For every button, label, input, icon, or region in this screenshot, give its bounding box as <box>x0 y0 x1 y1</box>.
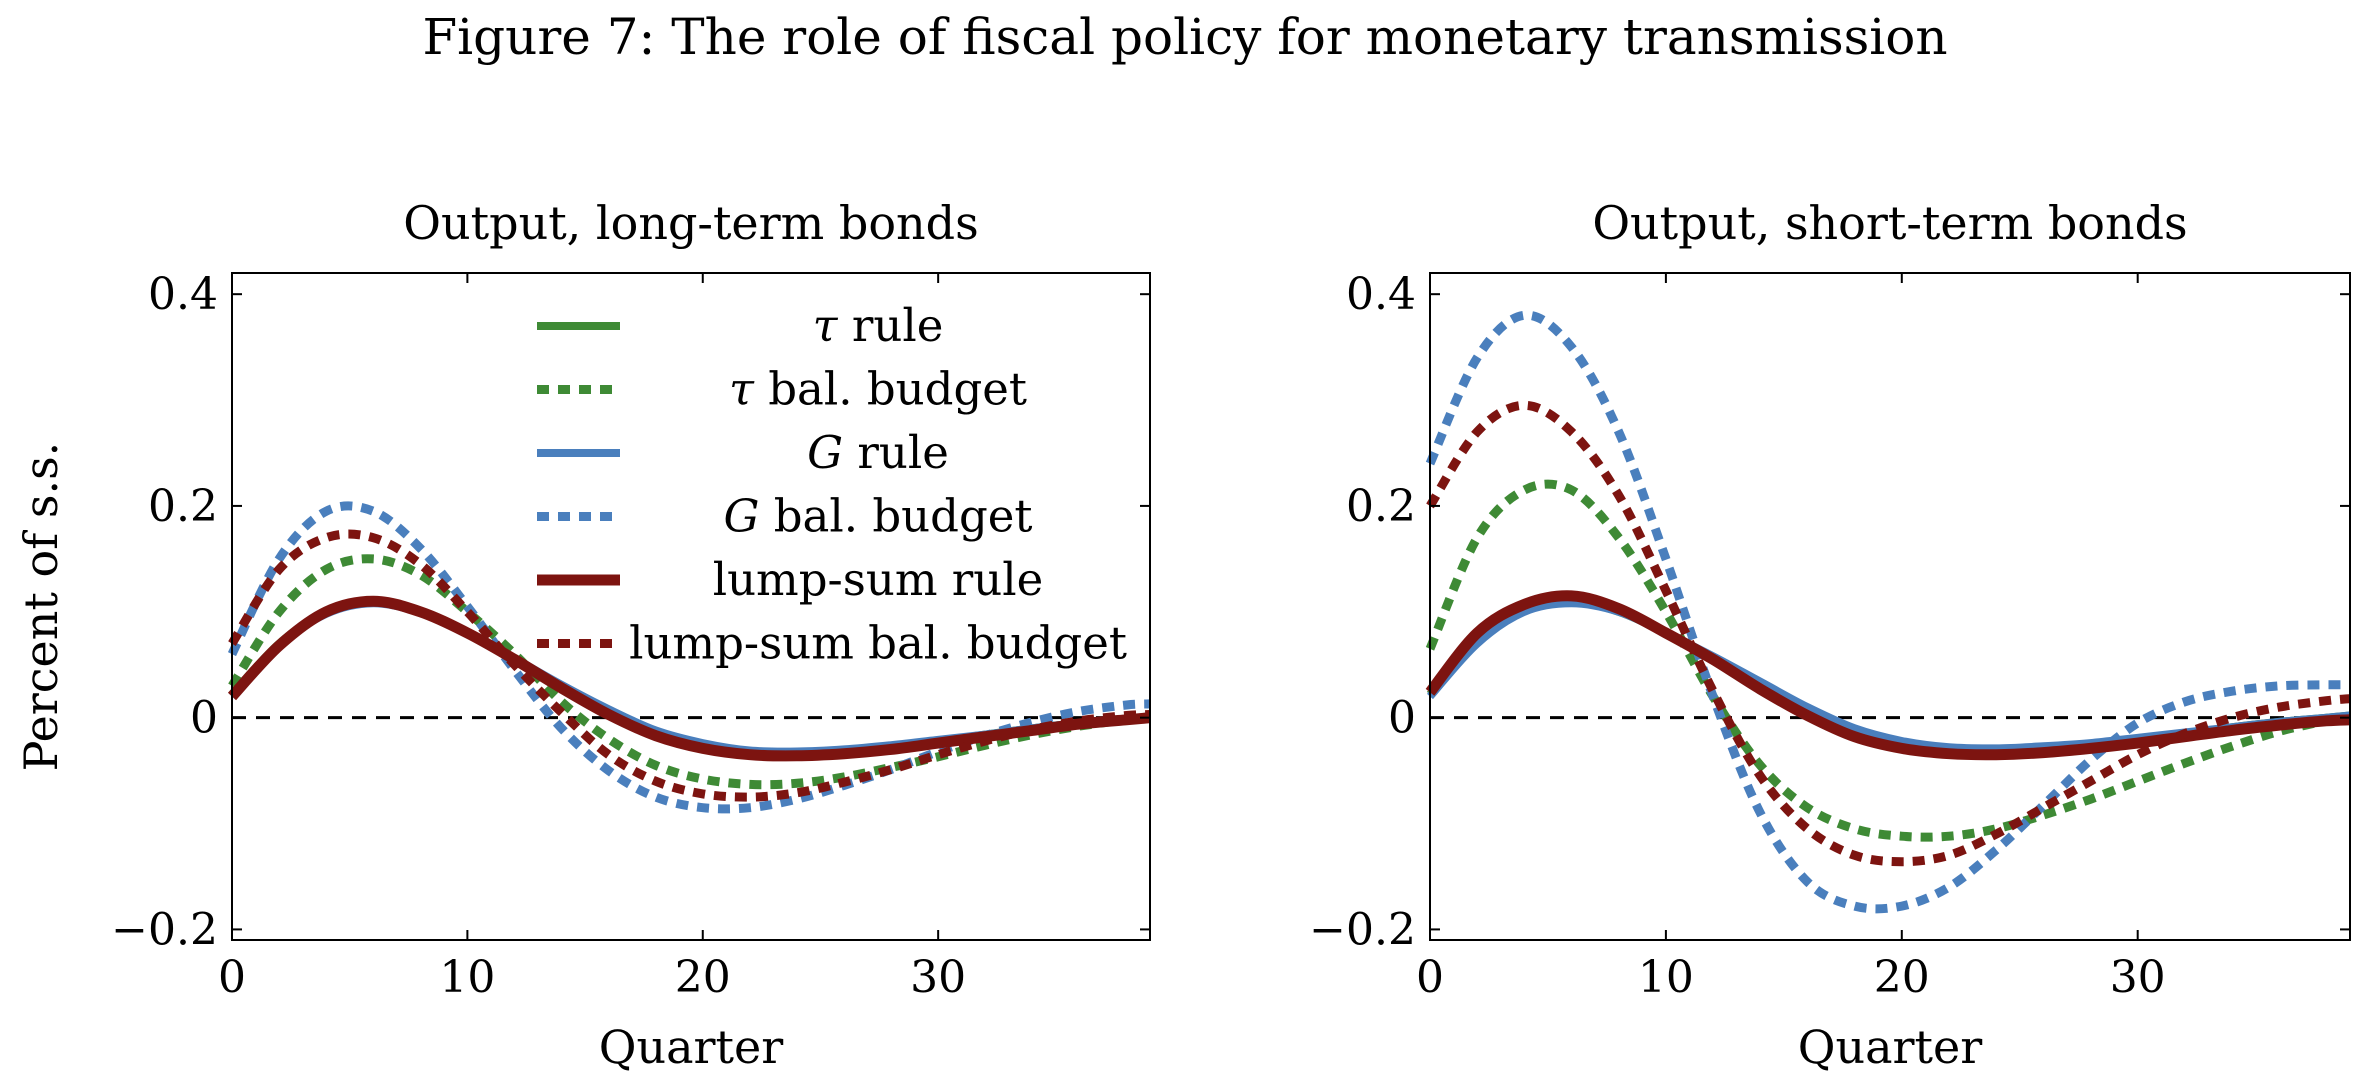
series-line-6 <box>1426 400 2351 867</box>
y-tick-label: −0.2 <box>1309 904 1416 955</box>
series-line-5 <box>1425 590 2351 761</box>
x-tick-label: 0 <box>1416 952 1444 1003</box>
x-tick-label: 10 <box>1638 952 1694 1003</box>
series-line-3 <box>1427 599 2351 753</box>
plot-frame <box>1429 272 2351 941</box>
plot-frame <box>231 272 1151 941</box>
y-tick-label: 0 <box>1388 693 1416 744</box>
y-tick-label: 0.4 <box>1346 269 1416 320</box>
legend-label: τ bal. budget <box>729 363 1027 416</box>
y-tick-label: −0.2 <box>111 904 218 955</box>
series-line-4 <box>227 501 1151 814</box>
y-tick-label: 0.2 <box>148 481 218 532</box>
series-line-5 <box>227 595 1151 762</box>
x-tick-label: 10 <box>439 952 495 1003</box>
x-tick-label: 0 <box>218 952 246 1003</box>
legend-label: G rule <box>807 426 949 479</box>
legend-label: G bal. budget <box>723 490 1032 543</box>
legend-label: lump-sum bal. budget <box>629 617 1127 670</box>
legend: τ rule τ bal. budget G rule G bal. budget lu… <box>537 299 1127 670</box>
x-axis-label: Quarter <box>1798 1020 1982 1074</box>
series-line-6 <box>228 529 1151 802</box>
series-line-4 <box>1425 310 2351 914</box>
figure-title: Figure 7: The role of fiscal policy for … <box>422 8 1948 66</box>
chart-title: Output, long-term bonds <box>403 196 978 250</box>
x-tick-label: 20 <box>675 952 731 1003</box>
legend-label: τ rule <box>813 299 944 352</box>
x-tick-label: 30 <box>910 952 966 1003</box>
y-tick-label: 0.2 <box>1346 481 1416 532</box>
y-tick-label: 0.4 <box>148 269 218 320</box>
x-tick-label: 30 <box>2110 952 2166 1003</box>
x-axis-label: Quarter <box>599 1020 783 1074</box>
series-line-2 <box>1425 479 2351 842</box>
legend-label: lump-sum rule <box>713 553 1044 606</box>
series-line-2 <box>228 554 1151 790</box>
x-tick-label: 20 <box>1874 952 1930 1003</box>
chart-title: Output, short-term bonds <box>1592 196 2187 250</box>
y-tick-label: 0 <box>190 693 218 744</box>
y-axis-label: Percent of s.s. <box>14 442 68 772</box>
